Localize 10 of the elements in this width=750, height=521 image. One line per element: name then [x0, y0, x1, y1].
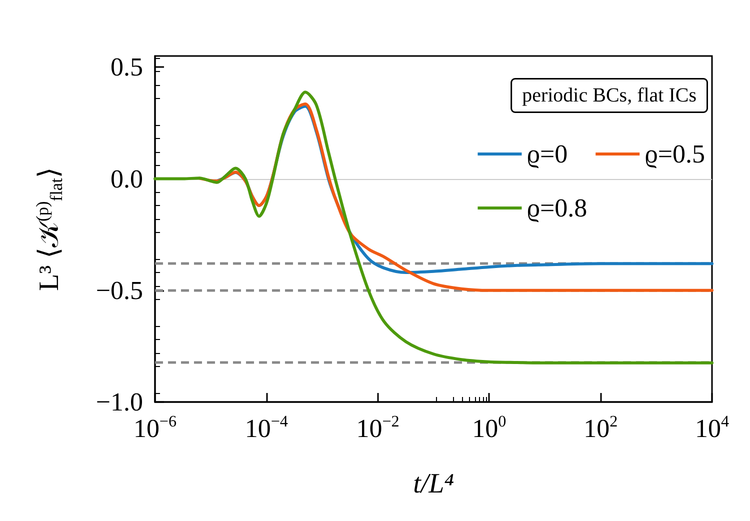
y-axis-title: L³ ⟨𝒦(p)flat⟩ [33, 167, 66, 291]
legend-label: ϱ=0 [526, 140, 568, 168]
legend-label: ϱ=0.8 [526, 194, 588, 222]
y-tick-label: 0.5 [110, 52, 143, 82]
legend-label: ϱ=0.5 [644, 140, 706, 168]
legend-title: periodic BCs, flat ICs [522, 84, 697, 106]
y-tick-label: −0.5 [96, 276, 143, 305]
x-axis-title: t/L⁴ [413, 468, 454, 500]
y-tick-label: −1.0 [96, 388, 143, 416]
y-tick-label: 0.0 [110, 164, 143, 194]
